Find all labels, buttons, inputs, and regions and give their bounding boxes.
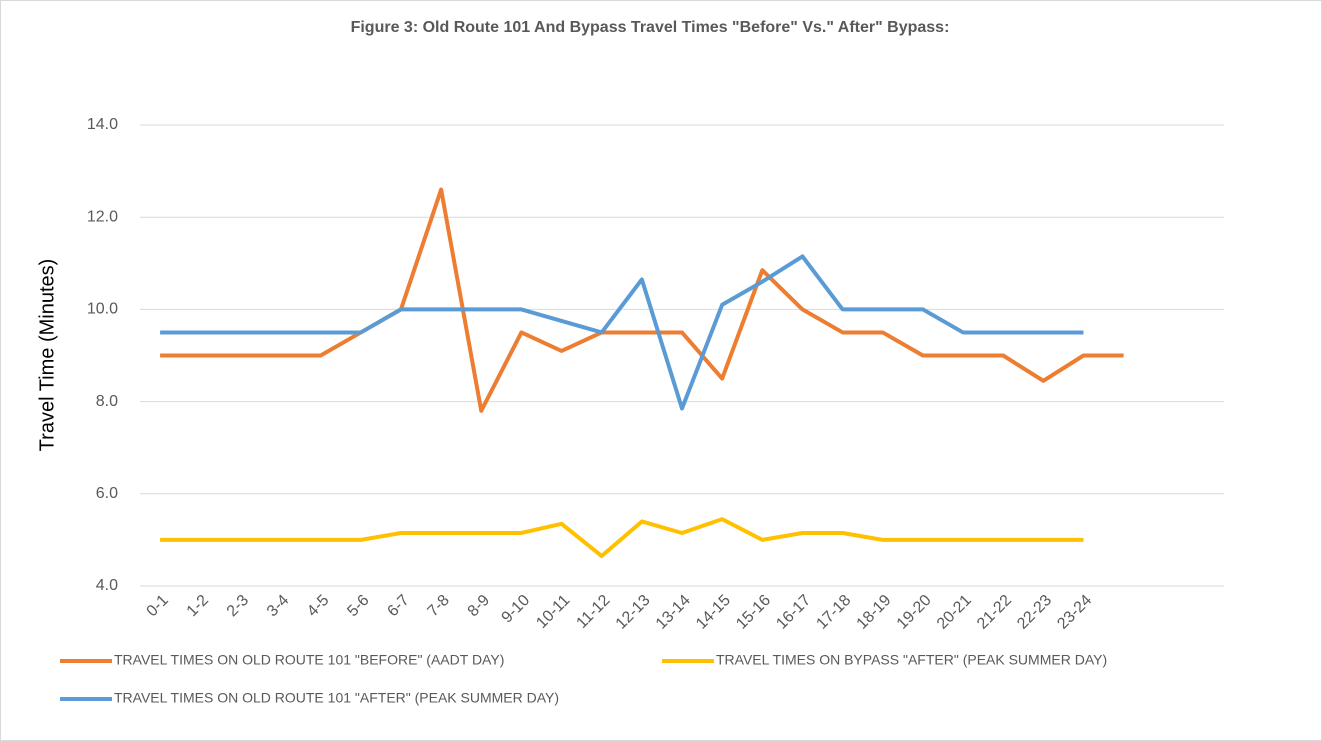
legend-label: TRAVEL TIMES ON OLD ROUTE 101 "BEFORE" (… bbox=[114, 652, 504, 668]
y-tick-label: 4.0 bbox=[96, 577, 118, 594]
y-axis-label: Travel Time (Minutes) bbox=[36, 259, 58, 452]
series-line bbox=[160, 254, 1084, 411]
y-tick-label: 12.0 bbox=[87, 208, 118, 225]
y-tick-label: 14.0 bbox=[87, 116, 118, 133]
legend-label: TRAVEL TIMES ON BYPASS "AFTER" (PEAK SUM… bbox=[716, 652, 1107, 668]
series-line bbox=[160, 187, 1124, 413]
legend-label: TRAVEL TIMES ON OLD ROUTE 101 "AFTER" (P… bbox=[114, 690, 559, 706]
chart-title: Figure 3: Old Route 101 And Bypass Trave… bbox=[351, 19, 950, 36]
y-tick-label: 6.0 bbox=[96, 485, 118, 502]
y-tick-label: 10.0 bbox=[87, 301, 118, 318]
series-line bbox=[160, 517, 1084, 559]
y-tick-label: 8.0 bbox=[96, 393, 118, 410]
